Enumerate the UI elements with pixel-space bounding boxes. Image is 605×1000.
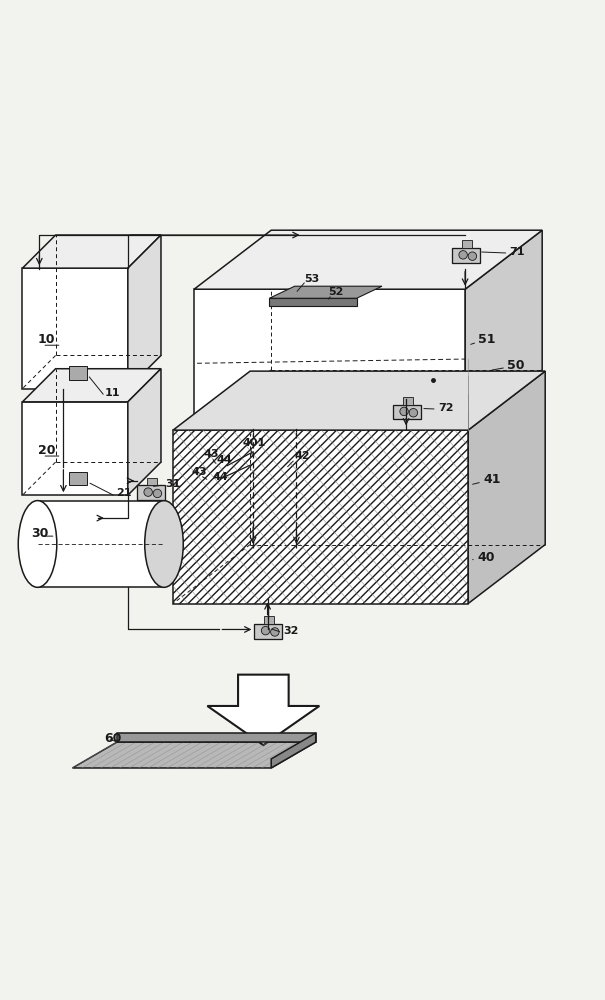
Polygon shape: [465, 230, 542, 429]
Ellipse shape: [18, 501, 57, 587]
Circle shape: [409, 408, 417, 417]
Polygon shape: [269, 286, 382, 298]
Text: 44: 44: [217, 455, 233, 465]
Polygon shape: [462, 240, 472, 248]
Circle shape: [468, 252, 477, 260]
Polygon shape: [128, 235, 161, 389]
Polygon shape: [22, 369, 161, 402]
Polygon shape: [403, 397, 413, 405]
Text: 21: 21: [116, 488, 131, 498]
Polygon shape: [38, 501, 164, 587]
Polygon shape: [269, 298, 357, 306]
Circle shape: [153, 489, 162, 498]
Text: 40: 40: [477, 551, 495, 564]
Polygon shape: [22, 402, 128, 495]
Text: 43: 43: [204, 449, 219, 459]
Text: 71: 71: [509, 247, 525, 257]
Polygon shape: [69, 366, 87, 380]
Polygon shape: [173, 371, 545, 430]
Circle shape: [459, 251, 467, 259]
Polygon shape: [393, 405, 420, 419]
Text: 41: 41: [483, 473, 501, 486]
Polygon shape: [254, 624, 282, 639]
Polygon shape: [69, 472, 87, 485]
Text: 60: 60: [104, 732, 121, 745]
Polygon shape: [128, 369, 161, 495]
Polygon shape: [271, 733, 316, 768]
Circle shape: [400, 407, 408, 416]
Text: 31: 31: [165, 479, 180, 489]
Text: 44: 44: [212, 472, 228, 482]
Polygon shape: [208, 675, 319, 745]
Polygon shape: [73, 742, 316, 768]
Polygon shape: [264, 616, 274, 624]
Text: 42: 42: [295, 451, 310, 461]
Polygon shape: [173, 430, 468, 604]
Polygon shape: [468, 371, 545, 604]
Polygon shape: [117, 733, 316, 742]
Polygon shape: [147, 478, 157, 485]
Text: 401: 401: [242, 438, 266, 448]
Text: 53: 53: [304, 274, 319, 284]
Polygon shape: [194, 230, 542, 289]
Text: 52: 52: [328, 287, 343, 297]
Text: 11: 11: [105, 388, 120, 398]
Circle shape: [261, 626, 270, 635]
Polygon shape: [194, 289, 465, 429]
Polygon shape: [22, 268, 128, 389]
Text: 30: 30: [31, 527, 49, 540]
Text: 72: 72: [438, 403, 454, 413]
Text: 10: 10: [38, 333, 55, 346]
Polygon shape: [137, 485, 165, 500]
Text: 50: 50: [507, 359, 525, 372]
Circle shape: [270, 628, 279, 636]
Circle shape: [144, 488, 152, 496]
Text: 32: 32: [283, 626, 299, 636]
Ellipse shape: [145, 501, 183, 587]
Text: 51: 51: [479, 333, 496, 346]
Polygon shape: [452, 248, 480, 263]
Polygon shape: [22, 235, 161, 268]
Text: 43: 43: [192, 467, 207, 477]
Text: 20: 20: [38, 444, 55, 457]
